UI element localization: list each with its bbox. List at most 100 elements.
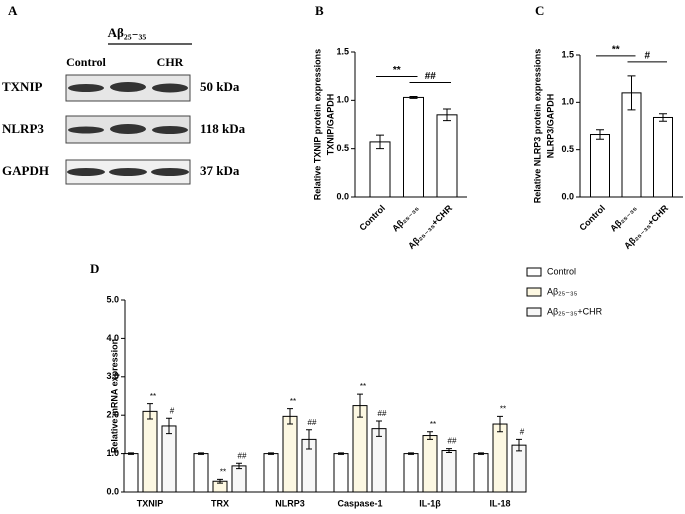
y-axis-label: Relative mRNA expression (109, 339, 119, 453)
bar (333, 453, 349, 493)
column-label: Control (66, 55, 106, 69)
error-bar (376, 420, 382, 437)
y-axis-label: Relative NLRP3 protein expressions (532, 49, 542, 204)
significance: ** (500, 404, 506, 413)
y-tick-label: 0.0 (561, 191, 574, 201)
bar (590, 134, 610, 198)
x-tick-label: Aβ₂₅₋₃₅ (390, 203, 421, 234)
x-tick-label: TRX (211, 498, 229, 508)
error-bar (408, 452, 414, 455)
panel-letter: D (90, 261, 99, 276)
panel-letter: A (8, 3, 18, 18)
bar (369, 141, 391, 198)
y-tick-label: 5.0 (106, 294, 119, 304)
significance: # (520, 428, 525, 437)
bar (422, 435, 438, 493)
blot-panel: A Aβ₂₅₋₃₅ Control CHR TXNIP NLRP3 GAPDH … (2, 3, 246, 185)
y-tick-label: 4.0 (106, 333, 119, 343)
significance: ## (425, 71, 437, 82)
bar (231, 465, 247, 493)
bar (441, 450, 457, 493)
x-tick-label: Control (357, 203, 387, 233)
x-tick-label: TXNIP (137, 498, 164, 508)
error-bar (198, 452, 204, 455)
error-bar (659, 113, 667, 122)
error-bar (478, 452, 484, 455)
error-bar (443, 108, 451, 122)
bar (371, 428, 387, 493)
y-axis-label: TXNIP/GAPDH (325, 94, 335, 156)
column-label: CHR (157, 55, 184, 69)
error-bar (376, 134, 384, 150)
y-tick-label: 1.0 (561, 97, 574, 107)
bar (142, 410, 158, 493)
band (152, 83, 188, 93)
band (152, 126, 188, 134)
legend-swatch (526, 287, 542, 297)
size-label: 37 kDa (200, 163, 240, 178)
significance: ## (378, 409, 387, 418)
bar (123, 453, 139, 493)
error-bar (596, 129, 604, 140)
y-axis-label: NLRP3/GAPDH (545, 94, 555, 159)
significance: ** (150, 392, 156, 401)
y-tick-label: 1.5 (561, 49, 574, 59)
error-bar (268, 452, 274, 455)
error-bar (128, 452, 134, 455)
error-bar (166, 417, 172, 435)
x-tick-label: Control (577, 203, 607, 233)
error-bar (357, 393, 363, 418)
legend-label: Aβ₂₅₋₃₅ (547, 286, 578, 296)
significance: ## (238, 451, 247, 460)
x-tick-label: NLRP3 (275, 498, 305, 508)
error-bar (147, 403, 153, 420)
significance: ** (220, 467, 226, 476)
bar (403, 453, 419, 493)
y-tick-label: 1.0 (106, 448, 119, 458)
error-bar (236, 462, 242, 470)
legend-swatch (526, 307, 542, 317)
y-tick-label: 0.0 (336, 191, 349, 201)
error-bar (287, 408, 293, 425)
y-tick-label: 1.0 (336, 95, 349, 105)
y-tick-label: 3.0 (106, 371, 119, 381)
legend-label: Control (547, 266, 576, 276)
bar (492, 423, 508, 493)
y-tick-label: 0.5 (336, 143, 349, 153)
significance: # (644, 50, 650, 61)
protein-label: TXNIP (2, 79, 43, 94)
significance: ## (448, 437, 457, 446)
panel-letter: C (535, 3, 544, 18)
bar (653, 116, 673, 198)
size-label: 118 kDa (200, 121, 246, 136)
significance: ** (290, 397, 296, 406)
significance: ## (308, 418, 317, 427)
band (68, 126, 104, 134)
band (68, 84, 104, 92)
bar (263, 453, 279, 493)
error-bar (516, 438, 522, 452)
protein-label: GAPDH (2, 163, 49, 178)
error-bar (217, 478, 223, 484)
size-label: 50 kDa (200, 79, 240, 94)
error-bar (446, 448, 452, 453)
x-tick-label: IL-1β (419, 498, 441, 508)
y-tick-label: 2.0 (106, 410, 119, 420)
bar (352, 405, 368, 493)
band (67, 168, 105, 176)
protein-label: NLRP3 (2, 121, 44, 136)
significance: ** (430, 420, 436, 429)
bar (403, 96, 424, 198)
group-label: Aβ₂₅₋₃₅ (108, 25, 147, 40)
bar (161, 425, 177, 493)
band (151, 168, 189, 176)
y-tick-label: 1.5 (336, 46, 349, 56)
bar (282, 415, 298, 493)
x-tick-label: IL-18 (489, 498, 510, 508)
significance: ** (360, 382, 366, 391)
significance: ** (393, 65, 401, 76)
error-bar (627, 75, 636, 111)
x-tick-label: Caspase-1 (337, 498, 382, 508)
y-axis-label: Relative TXNIP protein expressions (312, 49, 322, 200)
